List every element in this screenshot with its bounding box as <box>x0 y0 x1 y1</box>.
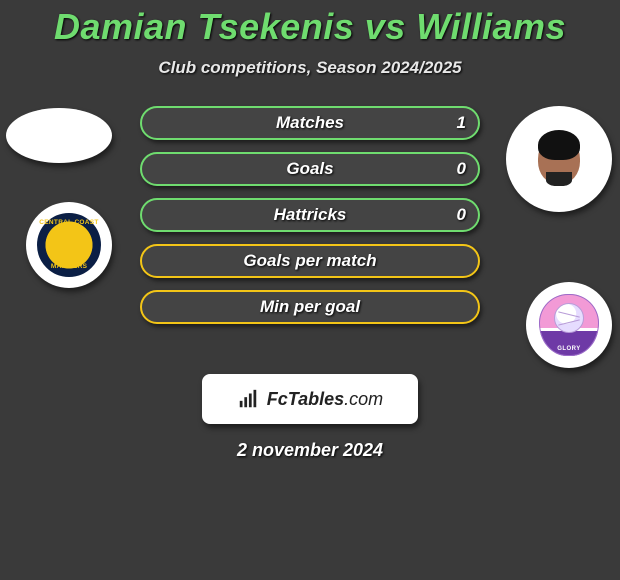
brand-suffix: .com <box>344 389 383 409</box>
player-left-photo <box>6 108 112 163</box>
crest-top-text: CENTRAL COAST <box>39 219 98 226</box>
crest-bottom-text: GLORY <box>557 346 581 352</box>
stat-row-hattricks: Hattricks 0 <box>140 198 480 232</box>
stat-bar: Min per goal <box>140 290 480 324</box>
stat-value: 0 <box>457 205 466 225</box>
bar-chart-icon <box>237 388 259 410</box>
stat-value: 1 <box>457 113 466 133</box>
stat-bar: Matches 1 <box>140 106 480 140</box>
brand-text: FcTables.com <box>267 389 383 410</box>
page-title: Damian Tsekenis vs Williams <box>0 0 620 48</box>
stat-label: Hattricks <box>142 200 478 230</box>
brand-name: FcTables <box>267 389 344 409</box>
stat-bars: Matches 1 Goals 0 Hattricks 0 Goals per … <box>140 106 480 336</box>
perth-crest-icon: GLORY <box>539 294 599 356</box>
stat-label: Matches <box>142 108 478 138</box>
page-subtitle: Club competitions, Season 2024/2025 <box>0 58 620 78</box>
club-left-crest: CENTRAL COAST <box>26 202 112 288</box>
stat-row-min-per-goal: Min per goal <box>140 290 480 324</box>
stat-row-goals-per-match: Goals per match <box>140 244 480 278</box>
date-text: 2 november 2024 <box>0 440 620 461</box>
stat-value: 0 <box>457 159 466 179</box>
club-right-crest: GLORY <box>526 282 612 368</box>
player-right-avatar <box>538 134 580 184</box>
stat-label: Min per goal <box>142 292 478 322</box>
comparison-stage: CENTRAL COAST GLORY Matches 1 Goals 0 <box>0 106 620 366</box>
player-right-photo <box>506 106 612 212</box>
stat-bar: Goals per match <box>140 244 480 278</box>
stat-row-goals: Goals 0 <box>140 152 480 186</box>
stat-label: Goals <box>142 154 478 184</box>
stat-bar: Goals 0 <box>140 152 480 186</box>
stat-bar: Hattricks 0 <box>140 198 480 232</box>
brand-box: FcTables.com <box>202 374 418 424</box>
stat-row-matches: Matches 1 <box>140 106 480 140</box>
ball-icon <box>554 303 584 333</box>
mariners-crest-icon: CENTRAL COAST <box>37 213 101 277</box>
stat-label: Goals per match <box>142 246 478 276</box>
